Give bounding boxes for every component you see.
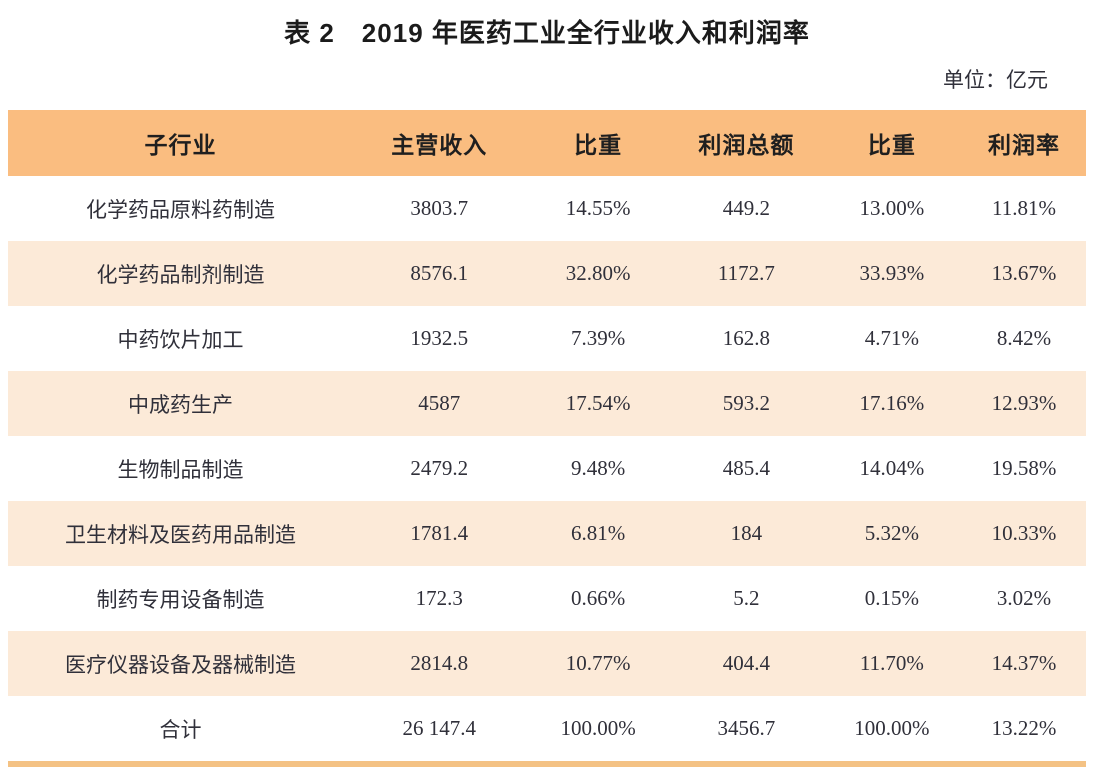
unit-label: 单位：亿元: [943, 68, 1048, 92]
cell-main-revenue: 172.3: [415, 586, 463, 610]
cell-subindustry: 化学药品原料药制造: [85, 197, 275, 222]
cell-total-profit: 449.2: [722, 196, 771, 220]
cell-profit-share: 0.15%: [864, 586, 920, 610]
cell-revenue-share: 9.48%: [571, 456, 626, 480]
cell-profit-rate: 12.93%: [991, 391, 1057, 415]
cell-main-revenue: 4587: [418, 391, 461, 415]
column-header-main-revenue: 主营收入: [391, 132, 488, 158]
cell-profit-share: 33.93%: [859, 261, 925, 285]
table-row: 中成药生产 4587 17.54% 593.2 17.16% 12.93%: [8, 371, 1086, 436]
cell-profit-rate: 14.37%: [991, 651, 1057, 675]
cell-profit-share: 4.71%: [864, 326, 920, 350]
cell-profit-rate: 10.33%: [991, 521, 1057, 545]
data-table: 子行业 主营收入 比重 利润总额 比重 利润率 化学药品原料药制造 3803.7…: [8, 110, 1086, 761]
cell-main-revenue: 1932.5: [410, 326, 469, 350]
cell-main-revenue: 1781.4: [410, 521, 469, 545]
cell-revenue-share: 100.00%: [560, 716, 636, 740]
cell-main-revenue: 3803.7: [410, 196, 469, 220]
cell-revenue-share: 14.55%: [565, 196, 631, 220]
cell-total-profit: 404.4: [722, 651, 771, 675]
table-title: 表 2 2019 年医药工业全行业收入和利润率: [284, 18, 810, 48]
column-header-revenue-share: 比重: [574, 132, 623, 158]
cell-main-revenue: 2479.2: [410, 456, 469, 480]
cell-main-revenue: 26 147.4: [402, 716, 476, 740]
table-row: 制药专用设备制造 172.3 0.66% 5.2 0.15% 3.02%: [8, 566, 1086, 631]
cell-subindustry: 生物制品制造: [117, 457, 244, 482]
table-bottom-rule: [8, 761, 1086, 767]
cell-subindustry: 中药饮片加工: [117, 327, 244, 352]
cell-total-profit: 593.2: [722, 391, 771, 415]
cell-total-profit: 184: [730, 521, 763, 545]
table-row: 化学药品原料药制造 3803.7 14.55% 449.2 13.00% 11.…: [8, 176, 1086, 241]
cell-main-revenue: 8576.1: [410, 261, 469, 285]
cell-total-profit: 485.4: [722, 456, 771, 480]
cell-profit-rate: 11.81%: [991, 196, 1056, 220]
column-header-profit-share: 比重: [867, 132, 916, 158]
cell-subindustry: 合计: [159, 717, 202, 742]
table-row: 化学药品制剂制造 8576.1 32.80% 1172.7 33.93% 13.…: [8, 241, 1086, 306]
cell-profit-rate: 3.02%: [996, 586, 1052, 610]
cell-revenue-share: 7.39%: [571, 326, 626, 350]
cell-subindustry: 中成药生产: [127, 392, 233, 417]
cell-profit-share: 14.04%: [859, 456, 925, 480]
cell-profit-share: 13.00%: [859, 196, 925, 220]
header-row: 子行业 主营收入 比重 利润总额 比重 利润率: [8, 110, 1086, 176]
cell-subindustry: 卫生材料及医药用品制造: [64, 522, 296, 547]
table-row: 中药饮片加工 1932.5 7.39% 162.8 4.71% 8.42%: [8, 306, 1086, 371]
cell-total-profit: 1172.7: [717, 261, 775, 285]
cell-profit-share: 11.70%: [859, 651, 924, 675]
column-header-subindustry: 子行业: [144, 132, 217, 158]
cell-revenue-share: 0.66%: [571, 586, 626, 610]
cell-total-profit: 162.8: [722, 326, 771, 350]
cell-main-revenue: 2814.8: [410, 651, 469, 675]
cell-subindustry: 制药专用设备制造: [96, 587, 265, 612]
cell-profit-share: 100.00%: [854, 716, 930, 740]
cell-profit-rate: 19.58%: [991, 456, 1057, 480]
cell-total-profit: 3456.7: [717, 716, 776, 740]
cell-subindustry: 化学药品制剂制造: [96, 262, 265, 287]
table-row: 卫生材料及医药用品制造 1781.4 6.81% 184 5.32% 10.33…: [8, 501, 1086, 566]
cell-profit-rate: 13.22%: [991, 716, 1057, 740]
column-header-profit-rate: 利润率: [987, 132, 1060, 158]
cell-revenue-share: 32.80%: [565, 261, 631, 285]
cell-profit-rate: 8.42%: [996, 326, 1052, 350]
cell-subindustry: 医疗仪器设备及器械制造: [64, 652, 296, 677]
cell-profit-share: 5.32%: [864, 521, 920, 545]
cell-revenue-share: 10.77%: [565, 651, 631, 675]
cell-profit-rate: 13.67%: [991, 261, 1057, 285]
cell-profit-share: 17.16%: [859, 391, 925, 415]
cell-total-profit: 5.2: [733, 586, 760, 610]
total-row: 合计 26 147.4 100.00% 3456.7 100.00% 13.22…: [8, 696, 1086, 761]
column-header-total-profit: 利润总额: [698, 132, 795, 158]
cell-revenue-share: 17.54%: [565, 391, 631, 415]
cell-revenue-share: 6.81%: [571, 521, 626, 545]
table-row: 医疗仪器设备及器械制造 2814.8 10.77% 404.4 11.70% 1…: [8, 631, 1086, 696]
table-row: 生物制品制造 2479.2 9.48% 485.4 14.04% 19.58%: [8, 436, 1086, 501]
